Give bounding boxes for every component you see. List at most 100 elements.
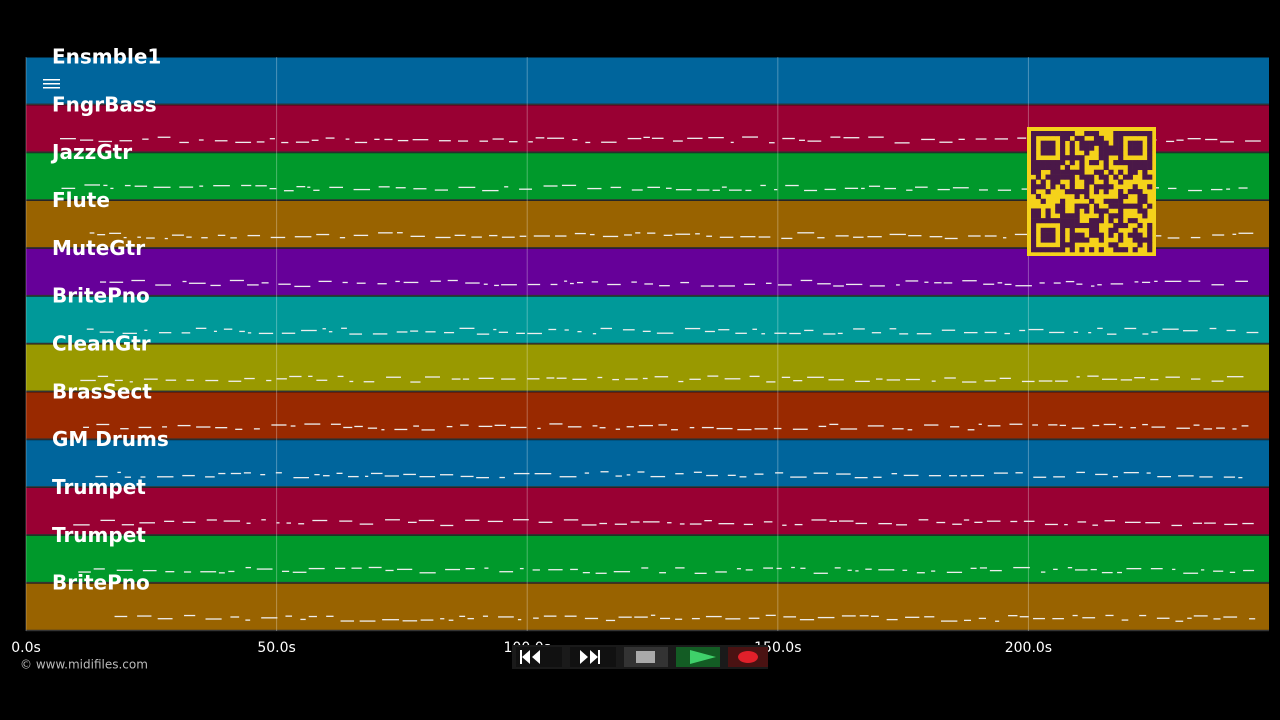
note [758,236,771,238]
note [341,327,347,329]
note [181,332,191,334]
note [906,189,913,191]
note [465,519,480,521]
note [230,237,237,239]
note [1232,428,1237,430]
note [494,284,499,287]
qr-module [1074,232,1080,238]
note [337,375,344,378]
note [419,475,436,478]
note [804,189,818,192]
qr-module [1137,203,1143,209]
forward-button[interactable] [570,647,616,667]
note [245,619,251,621]
note [498,331,508,333]
note [139,522,156,524]
note [117,471,121,474]
note [591,281,599,283]
note [635,232,641,234]
note [572,378,587,380]
note [1101,571,1113,574]
qr-module [1069,155,1075,161]
qr-module [1089,140,1095,146]
note [353,188,371,191]
qr-module [1108,184,1114,190]
note [958,138,965,141]
note [1193,424,1200,426]
qr-module [1113,213,1119,219]
note [519,188,532,190]
note [843,137,860,139]
note [396,568,413,571]
qr-module [1040,140,1046,146]
qr-module [1142,208,1148,214]
qr-module [1118,179,1124,185]
note [1053,568,1058,571]
qr-module [1093,184,1100,190]
note [241,184,252,187]
note [924,616,935,618]
qr-module [1060,213,1066,219]
note [785,184,799,187]
note [535,137,545,139]
note [1178,475,1194,477]
qr-module [1118,145,1124,151]
qr-module [1108,213,1114,219]
qr-module [1108,203,1114,209]
note [599,522,608,525]
qr-module [1108,218,1114,224]
qr-module [1113,160,1119,166]
record-button[interactable] [728,647,768,667]
note [624,234,632,236]
qr-module [1064,218,1071,224]
qr-module [1069,184,1075,190]
note [483,283,488,285]
qr-module [1137,131,1143,137]
qr-module [1103,145,1109,151]
qr-module [1050,140,1056,146]
qr-module [1040,227,1046,233]
note [667,522,672,524]
qr-module [1069,160,1075,166]
play-button[interactable] [676,647,720,667]
note [1187,138,1201,140]
note [908,235,922,237]
note [1175,620,1184,622]
note [1008,615,1018,617]
note [258,332,274,335]
note [384,138,393,141]
note [701,426,714,429]
qr-module [1079,160,1085,166]
note [1154,280,1158,282]
note [86,328,94,330]
note [499,476,505,479]
qr-module [1064,164,1071,171]
note [823,333,836,335]
menu-icon[interactable] [43,79,60,89]
qr-module [1060,218,1066,224]
note [142,569,157,572]
qr-module [1069,218,1075,224]
note [943,282,953,284]
note [157,136,171,138]
note [612,378,619,381]
note [1004,332,1010,335]
note [984,380,996,382]
note [494,424,506,426]
note [818,425,827,428]
note [931,380,936,382]
note [754,428,768,430]
note [1033,476,1047,478]
note [459,327,475,329]
note [902,569,908,571]
qr-module [1113,131,1119,137]
note [582,571,590,574]
stop-button[interactable] [624,647,668,667]
note [813,472,828,474]
note [171,234,184,236]
note [574,232,586,235]
qr-module [1040,218,1046,224]
rewind-button[interactable] [516,647,562,667]
note [886,379,901,381]
note [704,330,715,333]
